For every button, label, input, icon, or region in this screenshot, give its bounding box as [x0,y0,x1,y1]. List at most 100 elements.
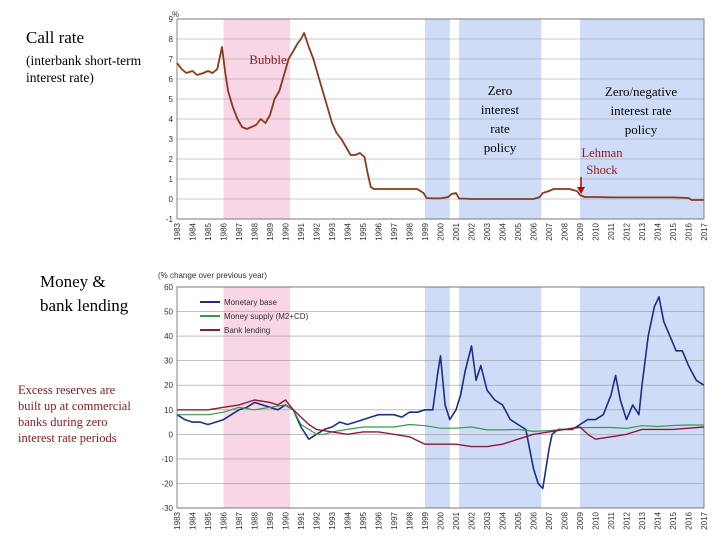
x-tick-label: 1986 [220,511,229,529]
x-tick-label: 2017 [700,222,709,240]
x-tick-label: 1991 [297,222,306,240]
top-panel-subtitle: (interbank short-term interest rate) [26,53,142,85]
bottom-panel-title: Money & bank lending [40,272,129,315]
x-tick-label: 2012 [623,511,632,529]
x-tick-label: 2002 [468,222,477,240]
y-tick-label: 40 [164,332,173,341]
lehman-annotation: Lehman Shock [577,146,623,194]
series-line-monetary-base [176,295,705,490]
plot-frame [176,286,705,509]
x-tick-label: 2009 [576,222,585,240]
series-line-bank-lending [177,399,705,448]
x-tick-label: 2001 [452,222,461,240]
zero-policy-line-3: rate [490,121,510,136]
x-tick-label: 2014 [654,222,663,240]
x-tick-label: 2008 [561,222,570,240]
x-tick-label: 2001 [452,511,461,529]
x-tick-label: 1997 [390,511,399,529]
x-tick-label: 1996 [375,511,384,529]
shaded-period-1 [425,287,450,508]
y-tick-label: -20 [161,479,173,488]
x-tick-label: 2011 [607,222,616,240]
y-tick-label: 5 [169,95,174,104]
x-tick-label: 1999 [421,511,430,529]
x-tick-label: 1983 [173,222,182,240]
x-tick-label: 2013 [638,222,647,240]
x-tick-label: 1998 [406,511,415,529]
series-line-money-supply-m2-cd- [177,404,704,435]
y-tick-label: 60 [164,283,173,292]
x-tick-label: 1985 [204,511,213,529]
y-tick-label: 10 [164,406,173,415]
x-tick-label: 2003 [483,222,492,240]
x-tick-label: 1994 [344,222,353,240]
x-tick-label: 2015 [669,222,678,240]
x-tick-label: 2002 [468,511,477,529]
y-tick-label: 50 [164,308,173,317]
x-tick-label: 2013 [638,511,647,529]
x-tick-label: 1987 [235,222,244,240]
x-tick-label: 1985 [204,222,213,240]
x-tick-label: 2000 [437,511,446,529]
x-tick-label: 2016 [685,511,694,529]
y-tick-label: -30 [161,504,173,513]
x-tick-label: 1995 [359,511,368,529]
x-tick-label: 1997 [390,222,399,240]
bubble-annotation: Bubble [249,52,287,67]
x-tick-label: 1984 [189,222,198,240]
x-tick-label: 2014 [654,511,663,529]
zn-policy-line-3: policy [625,122,658,137]
y-tick-label: -1 [166,215,174,224]
y-axis-label: % [172,10,179,19]
y-tick-label: 6 [169,75,174,84]
x-tick-label: 2016 [685,222,694,240]
x-tick-label: 2010 [592,222,601,240]
x-tick-label: 1998 [406,222,415,240]
y-tick-label: 0 [169,430,174,439]
x-tick-label: 1987 [235,511,244,529]
x-tick-label: 1984 [189,511,198,529]
bottom-panel-note: Excess reserves are built up at commerci… [18,383,131,445]
shaded-period-3 [580,287,704,508]
y-tick-label: -10 [161,455,173,464]
call-rate-chart: -1 0 1 2 3 4 5 6 7 8 9% 1983 1984 1985 1986 1987 1988 198… [166,10,709,241]
zero-policy-line-2: interest [481,102,520,117]
x-tick-label: 1988 [251,511,260,529]
y-tick-label: 4 [169,115,174,124]
x-tick-label: 1988 [251,222,260,240]
zero-policy-line-1: Zero [488,83,513,98]
y-tick-label: 8 [169,35,174,44]
x-tick-label: 2005 [514,222,523,240]
zn-policy-line-2: interest rate [611,103,672,118]
y-tick-label: 0 [169,195,174,204]
x-tick-label: 2007 [545,222,554,240]
lehman-line-1: Lehman [582,146,624,160]
x-tick-label: 1990 [282,511,291,529]
y-axis-label: (% change over previous year) [158,271,267,280]
y-tick-label: 20 [164,381,173,390]
y-tick-label: 30 [164,357,173,366]
x-tick-label: 1994 [344,511,353,529]
lehman-line-2: Shock [586,163,618,177]
x-tick-label: 1995 [359,222,368,240]
x-tick-label: 2004 [499,222,508,240]
money-lending-chart: -30 -20 -10 0 10 20 30 40 50 60 (% change over pre… [158,271,709,530]
zero-policy-line-4: policy [484,140,517,155]
x-tick-label: 1989 [266,511,275,529]
x-tick-label: 2006 [530,222,539,240]
x-tick-label: 2012 [623,222,632,240]
legend-entry: Monetary base [224,298,277,307]
plot-frame [176,18,705,220]
x-tick-label: 2007 [545,511,554,529]
x-tick-label: 2017 [700,511,709,529]
x-tick-label: 1991 [297,511,306,529]
x-tick-label: 2008 [561,511,570,529]
zn-policy-line-1: Zero/negative [605,84,677,99]
zero-negative-policy-annotation: Zero/negative interest rate policy [605,84,677,137]
x-tick-label: 2004 [499,511,508,529]
top-panel-title: Call rate [26,28,85,47]
x-tick-label: 1989 [266,222,275,240]
y-tick-label: 1 [169,175,174,184]
x-tick-label: 2009 [576,511,585,529]
x-tick-label: 2003 [483,511,492,529]
